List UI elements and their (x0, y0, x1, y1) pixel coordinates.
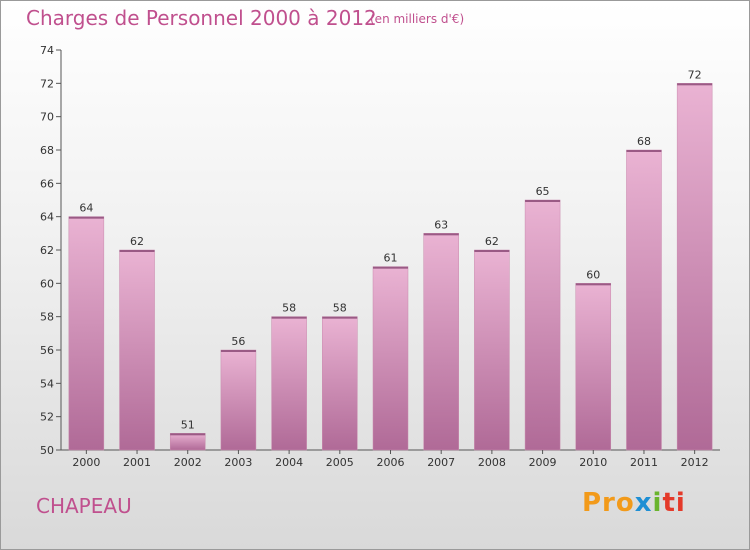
x-tick-label: 2012 (681, 456, 709, 469)
y-tick-label: 54 (40, 377, 54, 390)
y-tick-label: 74 (40, 44, 54, 57)
commune-name: CHAPEAU (36, 494, 132, 518)
x-tick-label: 2004 (275, 456, 303, 469)
data-label: 64 (79, 202, 93, 215)
y-tick-label: 66 (40, 177, 54, 190)
y-tick-label: 50 (40, 444, 54, 457)
data-label: 60 (586, 268, 600, 281)
data-label: 63 (434, 218, 448, 231)
y-tick-label: 64 (40, 211, 54, 224)
bar-top-edge (119, 250, 155, 252)
x-tick-label: 2006 (377, 456, 405, 469)
bar-top-edge (220, 350, 256, 352)
logo-part-1: Pro (582, 488, 635, 518)
data-label: 62 (485, 235, 499, 248)
bar-top-edge (68, 216, 104, 219)
bar-top-edge (626, 150, 662, 152)
bar-top-edge (474, 250, 510, 252)
bar (524, 199, 561, 451)
y-tick-label: 68 (40, 144, 54, 157)
logo-part-4: ti (662, 488, 686, 518)
y-tick-label: 60 (40, 277, 54, 290)
x-tick-label: 2011 (630, 456, 658, 469)
data-label: 68 (637, 135, 651, 148)
bar (372, 266, 409, 451)
y-tick-label: 62 (40, 244, 54, 257)
bar (169, 433, 206, 451)
bar-top-edge (170, 433, 206, 436)
data-label: 56 (231, 335, 245, 348)
data-label: 51 (181, 418, 195, 431)
chart-subtitle: (en milliers d'€) (370, 12, 465, 26)
data-label: 61 (384, 252, 398, 265)
bar (220, 349, 257, 451)
bar-top-edge (373, 266, 408, 269)
x-tick-label: 2005 (326, 456, 354, 469)
x-tick-label: 2010 (579, 456, 607, 469)
data-label: 58 (282, 302, 296, 315)
y-tick-label: 72 (40, 77, 54, 90)
data-label: 58 (333, 302, 347, 315)
bar (271, 316, 307, 451)
data-label: 62 (130, 235, 144, 248)
x-tick-label: 2002 (174, 456, 202, 469)
data-label: 65 (536, 185, 550, 198)
x-tick-label: 2003 (224, 456, 252, 469)
y-tick-label: 70 (40, 111, 54, 124)
x-tick-label: 2007 (427, 456, 455, 469)
bar (119, 249, 155, 451)
bar (676, 83, 713, 451)
logo-part-2: x (634, 488, 653, 518)
bar (423, 233, 459, 451)
bar-top-edge (322, 316, 358, 319)
bar-top-edge (271, 316, 307, 319)
chart-title: Charges de Personnel 2000 à 2012 (26, 6, 377, 30)
y-tick-label: 56 (40, 344, 54, 357)
bar (322, 316, 358, 451)
proxiti-logo[interactable]: Proxiti (582, 488, 686, 518)
logo-part-3: i (652, 488, 663, 518)
x-tick-label: 2009 (529, 456, 557, 469)
bar-top-edge (525, 200, 561, 202)
bar (474, 249, 510, 451)
y-tick-label: 58 (40, 311, 54, 324)
x-tick-label: 2000 (72, 456, 100, 469)
bar-top-edge (423, 233, 459, 236)
x-tick-label: 2001 (123, 456, 151, 469)
bar (626, 149, 662, 451)
bar-top-edge (575, 283, 611, 286)
bar (575, 283, 612, 451)
y-tick-label: 52 (40, 411, 54, 424)
bar (68, 216, 105, 451)
data-label: 72 (688, 68, 702, 81)
bar-top-edge (677, 83, 713, 86)
x-tick-label: 2008 (478, 456, 506, 469)
